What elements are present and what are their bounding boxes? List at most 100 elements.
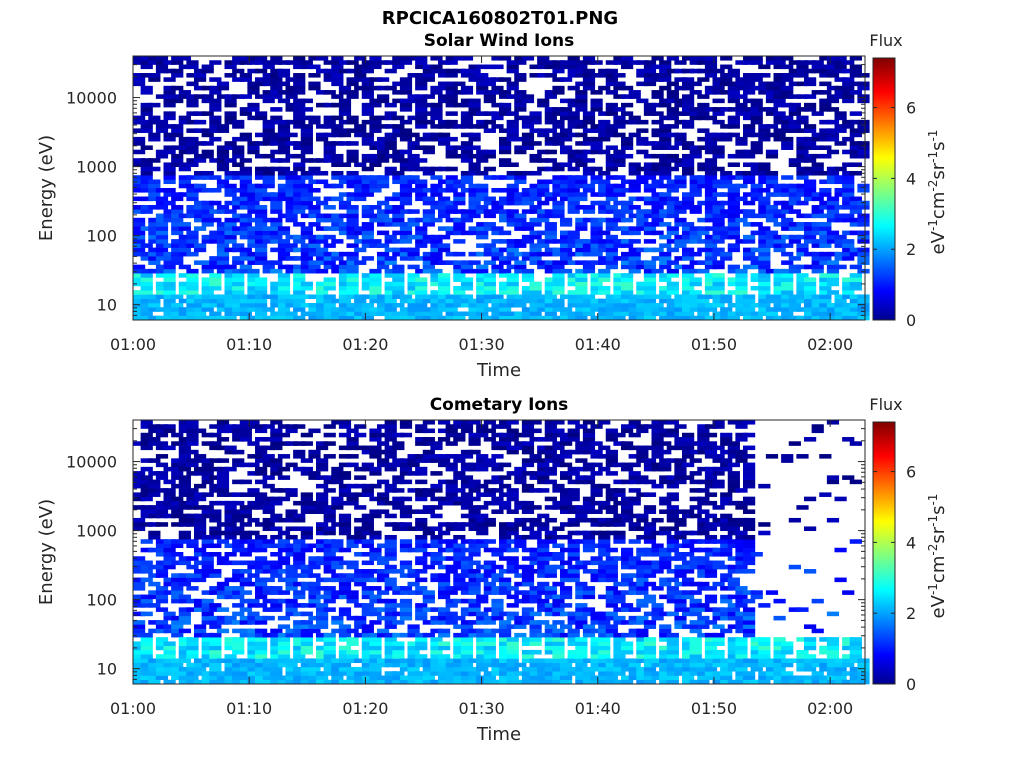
heatmap-cell <box>377 543 390 549</box>
heatmap-cell <box>521 290 535 295</box>
heatmap-cell <box>377 607 390 612</box>
heatmap-cell <box>430 560 443 566</box>
heatmap-cell <box>316 247 329 253</box>
heatmap-cell <box>407 311 420 317</box>
heatmap-cell <box>682 311 695 317</box>
heatmap-cell <box>788 307 801 312</box>
heatmap-cell <box>582 111 596 116</box>
heatmap-cell <box>216 488 230 493</box>
heatmap-cell <box>148 179 161 185</box>
heatmap-cell <box>285 598 298 604</box>
heatmap-cell <box>567 132 580 138</box>
heatmap-cell <box>651 90 664 95</box>
heatmap-cell <box>438 81 451 87</box>
heatmap-cell <box>575 285 588 291</box>
heatmap-cell <box>384 302 397 308</box>
heatmap-cell <box>720 64 733 70</box>
heatmap-cell <box>460 281 474 287</box>
heatmap-cell <box>430 277 443 282</box>
heatmap-cell <box>773 85 786 91</box>
heatmap-cell <box>316 234 329 240</box>
heatmap-cell <box>224 428 237 434</box>
heatmap-cell <box>621 119 634 125</box>
heatmap-cell <box>826 136 840 142</box>
heatmap-cell <box>529 230 542 236</box>
heatmap-cell <box>308 166 321 172</box>
heatmap-cell <box>781 290 794 295</box>
heatmap-cell <box>560 294 573 300</box>
heatmap-cell <box>338 526 352 532</box>
heatmap-cell <box>346 149 359 155</box>
heatmap-cell <box>476 111 489 116</box>
heatmap-cell <box>476 268 489 274</box>
heatmap-cell <box>590 136 603 142</box>
heatmap-cell <box>262 294 275 300</box>
heatmap-cell <box>460 302 474 308</box>
heatmap-cell <box>819 307 832 312</box>
heatmap-cell <box>415 586 428 591</box>
heatmap-cell <box>743 209 756 214</box>
heatmap-cell <box>598 128 611 133</box>
heatmap-cell <box>788 128 801 133</box>
heatmap-cell <box>704 145 718 150</box>
heatmap-cell <box>323 281 336 287</box>
heatmap-cell <box>521 188 535 193</box>
heatmap-cell <box>255 641 268 646</box>
heatmap-cell <box>735 239 748 244</box>
heatmap-cell <box>331 141 344 146</box>
heatmap-cell <box>415 560 428 566</box>
heatmap-cell <box>415 662 428 668</box>
heatmap-cell <box>521 298 535 304</box>
heatmap-cell <box>361 158 374 163</box>
heatmap-cell <box>186 496 199 502</box>
heatmap-cell <box>392 445 405 451</box>
heatmap-cell <box>201 298 214 304</box>
heatmap-cell <box>194 666 207 672</box>
heatmap-cell <box>628 247 641 253</box>
heatmap-cell <box>201 679 214 685</box>
heatmap-cell <box>194 294 207 300</box>
heatmap-cell <box>392 217 405 223</box>
heatmap-cell <box>537 302 550 308</box>
heatmap-cell <box>765 149 779 155</box>
heatmap-cell <box>514 145 527 150</box>
heatmap-cell <box>544 268 557 274</box>
heatmap-cell <box>727 175 740 180</box>
heatmap-cell <box>544 251 557 257</box>
heatmap-cell <box>308 234 321 240</box>
heatmap-cell <box>285 632 298 638</box>
heatmap-cell <box>758 294 771 300</box>
heatmap-cell <box>666 260 679 265</box>
heatmap-cell <box>697 60 710 65</box>
heatmap-cell <box>285 298 298 304</box>
heatmap-cell <box>323 654 336 659</box>
heatmap-cell <box>323 543 336 549</box>
heatmap-cell <box>430 205 443 210</box>
heatmap-cell <box>781 102 794 108</box>
heatmap-cell <box>483 166 496 172</box>
heatmap-cell <box>422 294 435 300</box>
heatmap-cell <box>331 556 344 561</box>
heatmap-cell <box>468 205 481 210</box>
heatmap-cell <box>346 615 359 621</box>
heatmap-cell <box>765 315 779 321</box>
heatmap-cell <box>399 509 413 514</box>
heatmap-cell <box>293 124 306 129</box>
heatmap-cell <box>682 294 695 300</box>
heatmap-cell <box>277 251 291 257</box>
heatmap-cell <box>529 188 542 193</box>
heatmap-cell <box>422 213 435 219</box>
heatmap-cell <box>727 315 740 321</box>
heatmap-cell <box>361 449 374 455</box>
heatmap-cell <box>277 302 291 308</box>
heatmap-cell <box>720 298 733 304</box>
heatmap-cell <box>796 94 809 99</box>
heatmap-cell <box>247 671 260 676</box>
heatmap-cell <box>194 598 207 604</box>
heatmap-cell <box>826 260 840 265</box>
heatmap-cell <box>643 239 657 244</box>
heatmap-cell <box>796 175 809 180</box>
heatmap-cell <box>659 294 672 300</box>
heatmap-cell <box>613 239 626 244</box>
heatmap-cell <box>704 302 718 308</box>
